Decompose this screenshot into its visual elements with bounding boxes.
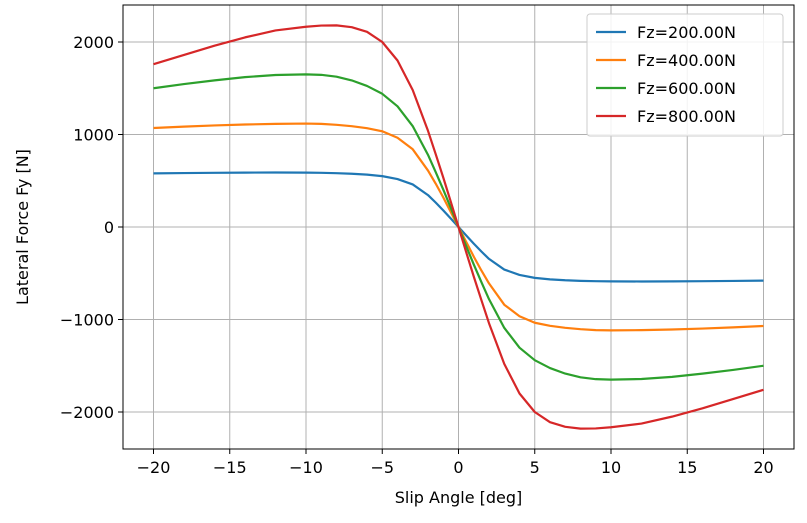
y-axis-label: Lateral Force Fy [N]	[13, 149, 32, 305]
legend-label-4: Fz=800.00N	[637, 107, 736, 126]
x-tick-label: 20	[753, 458, 773, 477]
series-line-4	[153, 24, 764, 430]
x-tick-label: −15	[213, 458, 247, 477]
y-tick-label: 1000	[73, 126, 114, 145]
legend-label-2: Fz=400.00N	[637, 51, 736, 70]
x-tick-label: −20	[137, 458, 171, 477]
axis-ticks: −20 −15 −10 −5 0 5 10 15 20 −2000 −1000 0 1000 2000	[60, 33, 774, 477]
x-tick-label: 0	[453, 458, 463, 477]
x-tick-label: −10	[289, 458, 323, 477]
x-tick-label: 5	[530, 458, 540, 477]
legend: Fz=200.00N Fz=400.00N Fz=600.00N Fz=800.00N	[586, 13, 784, 137]
x-axis-label: Slip Angle [deg]	[395, 488, 523, 507]
x-tick-label: 10	[601, 458, 621, 477]
y-tick-label: −1000	[60, 311, 114, 330]
legend-label-3: Fz=600.00N	[637, 79, 736, 98]
x-tick-label: −5	[370, 458, 394, 477]
x-tick-label: 15	[677, 458, 697, 477]
series-lines	[153, 24, 764, 430]
y-tick-label: 0	[104, 218, 114, 237]
y-tick-label: −2000	[60, 403, 114, 422]
y-tick-label: 2000	[73, 33, 114, 52]
legend-box	[586, 13, 784, 137]
legend-label-1: Fz=200.00N	[637, 23, 736, 42]
